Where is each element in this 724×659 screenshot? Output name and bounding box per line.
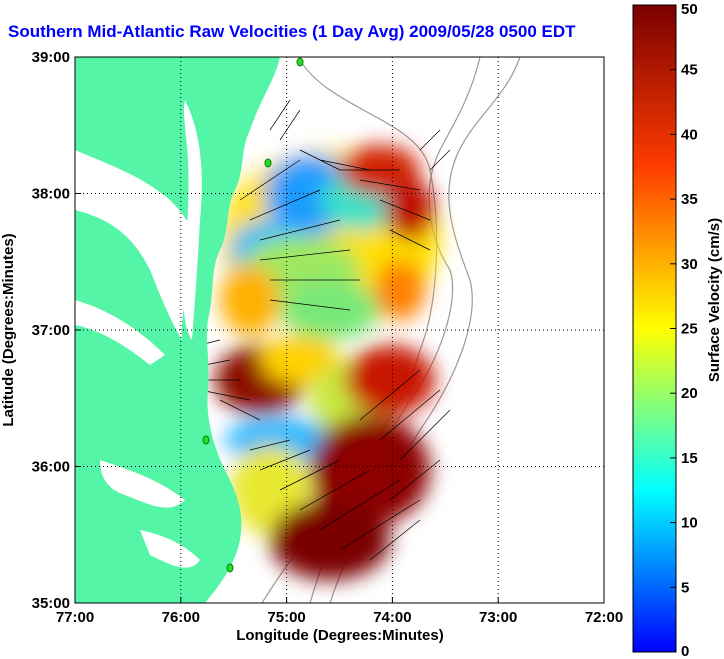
colorbar-label: Surface Velocity (cm/s) <box>706 218 723 382</box>
x-tick-label: 72:00 <box>585 609 623 626</box>
x-tick-label: 76:00 <box>162 609 200 626</box>
colorbar-tick-label: 20 <box>681 385 698 402</box>
x-tick-label: 73:00 <box>479 609 517 626</box>
colorbar-tick-label: 0 <box>681 643 689 659</box>
velocity-color-field <box>215 145 440 580</box>
bay-channel <box>183 100 202 340</box>
y-tick-labels: 39:00 38:00 37:00 36:00 35:00 <box>32 49 81 612</box>
pamlico-sound <box>140 530 200 568</box>
y-tick-label: 39:00 <box>32 49 70 66</box>
radar-station-markers <box>202 57 304 573</box>
colorbar-tick-label: 5 <box>681 579 689 596</box>
y-tick-label: 35:00 <box>32 595 70 612</box>
albemarle-sound <box>100 460 185 508</box>
x-tick-label: 74:00 <box>373 609 411 626</box>
x-tick-label: 77:00 <box>56 609 94 626</box>
y-tick-label: 38:00 <box>32 186 70 203</box>
y-tick-label: 37:00 <box>32 322 70 339</box>
map-title: Southern Mid-Atlantic Raw Velocities (1 … <box>8 22 576 41</box>
x-axis-title: Longitude (Degrees:Minutes) <box>236 627 444 644</box>
x-tick-label: 75:00 <box>267 609 305 626</box>
colorbar <box>632 4 677 653</box>
james-river <box>75 300 165 365</box>
colorbar-tick-label: 15 <box>681 450 698 467</box>
grid-lines <box>75 57 604 603</box>
chesapeake-bay <box>75 150 196 340</box>
colorbar-tick-label: 10 <box>681 515 698 532</box>
colorbar-tick-label: 35 <box>681 191 698 208</box>
colorbar-tick-label: 50 <box>681 1 698 18</box>
colorbar-tick-label: 45 <box>681 62 698 79</box>
x-tick-labels: 77:00 76:00 75:00 74:00 73:00 72:00 <box>56 597 623 626</box>
colorbar-tick-label: 30 <box>681 256 698 273</box>
velocity-arrows <box>179 99 451 561</box>
colorbar-tick-label: 25 <box>681 321 698 338</box>
colorbar-tick-label: 40 <box>681 126 698 143</box>
y-axis-title: Latitude (Degrees:Minutes) <box>0 233 17 426</box>
y-tick-label: 36:00 <box>32 459 70 476</box>
